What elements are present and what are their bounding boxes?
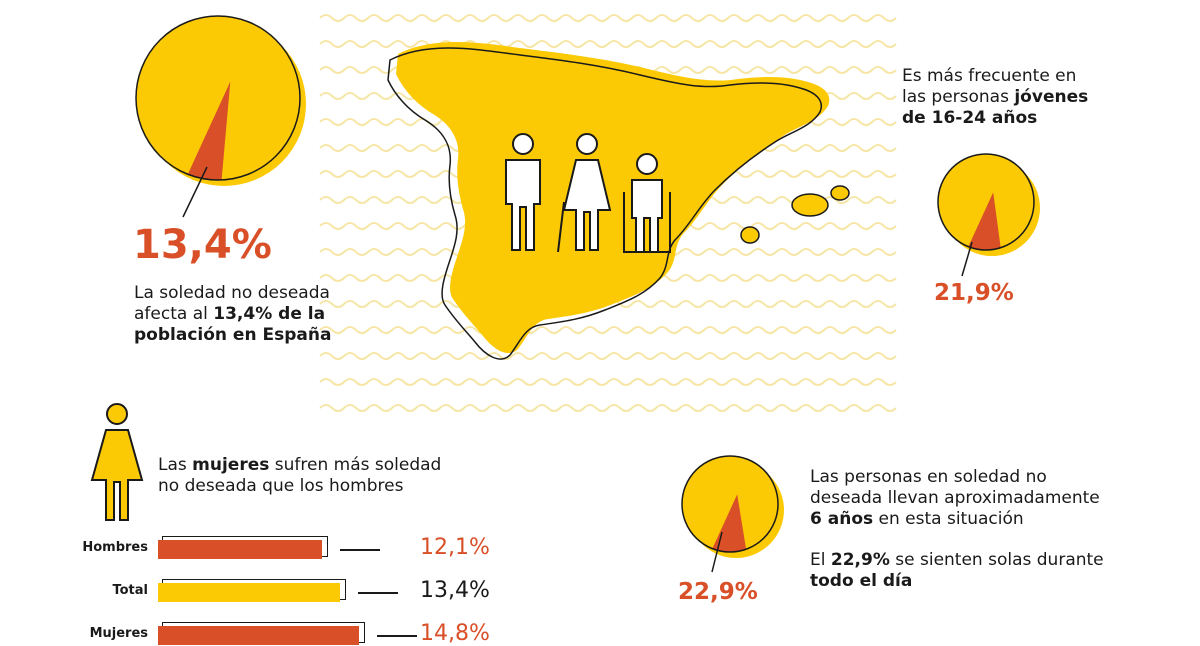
stat-women-text: Las mujeres sufren más soledad no desead… — [158, 455, 441, 497]
bar-value-label: 13,4% — [420, 578, 490, 603]
pie-young-slice-highlight — [968, 192, 1001, 250]
stat-young-line-2a: las personas — [902, 87, 1015, 107]
stat-main-line-2: afecta al 13,4% de la — [134, 304, 331, 325]
bar-leader-line — [340, 549, 380, 551]
stat-duration-line-3b: en esta situación — [873, 509, 1024, 529]
pie-main-outline — [135, 15, 301, 181]
pie-chart-young — [937, 153, 1040, 256]
stat-duration-line-3: 6 años en esta situación — [810, 509, 1104, 530]
bar — [158, 540, 322, 559]
pie-duration-outline — [681, 455, 779, 553]
bar-label: Mujeres — [89, 626, 148, 641]
stat-women-line-1a: Las — [158, 455, 193, 475]
pie-main-slice-rest — [136, 16, 300, 180]
bar-value-label: 12,1% — [420, 535, 490, 560]
stat-women-line-1b: mujeres — [192, 455, 270, 475]
bar-outline — [162, 536, 328, 557]
pie-chart-duration — [681, 455, 784, 558]
stat-young-text: Es más frecuente en las personas jóvenes… — [902, 66, 1088, 129]
bar — [158, 583, 340, 602]
stat-women-line-2: no deseada que los hombres — [158, 476, 404, 496]
bar-outline — [162, 622, 365, 643]
bar-value-label: 14,8% — [420, 621, 490, 646]
stat-duration-line-4c: se sienten solas durante — [889, 550, 1104, 570]
bar-leader-line — [358, 592, 398, 594]
bar-outline — [162, 579, 346, 600]
stat-duration-line-3a: 6 años — [810, 509, 874, 529]
stat-main-line-2b: 13,4% de la — [213, 304, 326, 324]
stat-duration-line-5: todo el día — [810, 571, 1104, 592]
pie-main-slice-highlight — [187, 81, 231, 180]
stat-women-line-1: Las mujeres sufren más soledad — [158, 455, 441, 476]
pie-main-leader-line — [182, 166, 208, 218]
stat-young-value: 21,9% — [934, 280, 1014, 306]
stat-main-line-3: población en España — [134, 325, 331, 346]
pie-young-slice-rest — [938, 154, 1034, 250]
pie-duration-leader-line — [711, 531, 723, 573]
woman-icon — [90, 403, 144, 521]
stat-main-line-3b: población en España — [134, 325, 332, 345]
woman-with-cane-icon — [557, 133, 612, 253]
stat-main-value: 13,4% — [133, 222, 272, 268]
bar-leader-line — [377, 635, 417, 637]
pie-duration-slice-rest — [682, 456, 778, 552]
stat-women-line-1c: sufren más soledad — [269, 455, 442, 475]
stat-young-line-3b: de 16-24 años — [902, 108, 1038, 128]
stat-duration-line-4a: El — [810, 550, 831, 570]
stat-duration-value: 22,9% — [678, 579, 758, 605]
stat-young-line-1: Es más frecuente en — [902, 66, 1077, 86]
stat-duration-line-4: El 22,9% se sienten solas durante — [810, 550, 1104, 571]
pie-young-outline — [937, 153, 1035, 251]
bar — [158, 626, 359, 645]
stat-duration-line-4b: 22,9% — [830, 550, 890, 570]
stat-duration-line-1: Las personas en soledad no — [810, 467, 1047, 487]
stat-main-line-1: La soledad no deseada — [134, 283, 330, 303]
stat-duration-line-5b: todo el día — [810, 571, 913, 591]
pie-chart-main — [135, 15, 306, 186]
stat-main-line-2a: afecta al — [134, 304, 214, 324]
stat-duration-line-2: deseada llevan aproximadamente — [810, 488, 1100, 508]
stat-main-text: La soledad no deseada afecta al 13,4% de… — [134, 283, 331, 346]
stat-young-line-2: las personas jóvenes — [902, 87, 1088, 108]
stat-young-line-3: de 16-24 años — [902, 108, 1088, 129]
person-in-wheelchair-icon — [623, 153, 671, 253]
spain-map-icon — [387, 42, 850, 360]
stat-duration-text: Las personas en soledad no deseada lleva… — [810, 467, 1104, 592]
bar-label: Total — [112, 583, 148, 598]
stat-young-line-2b: jóvenes — [1014, 87, 1089, 107]
bar-label: Hombres — [82, 540, 148, 555]
pie-young-leader-line — [961, 241, 973, 277]
man-icon — [505, 133, 541, 251]
